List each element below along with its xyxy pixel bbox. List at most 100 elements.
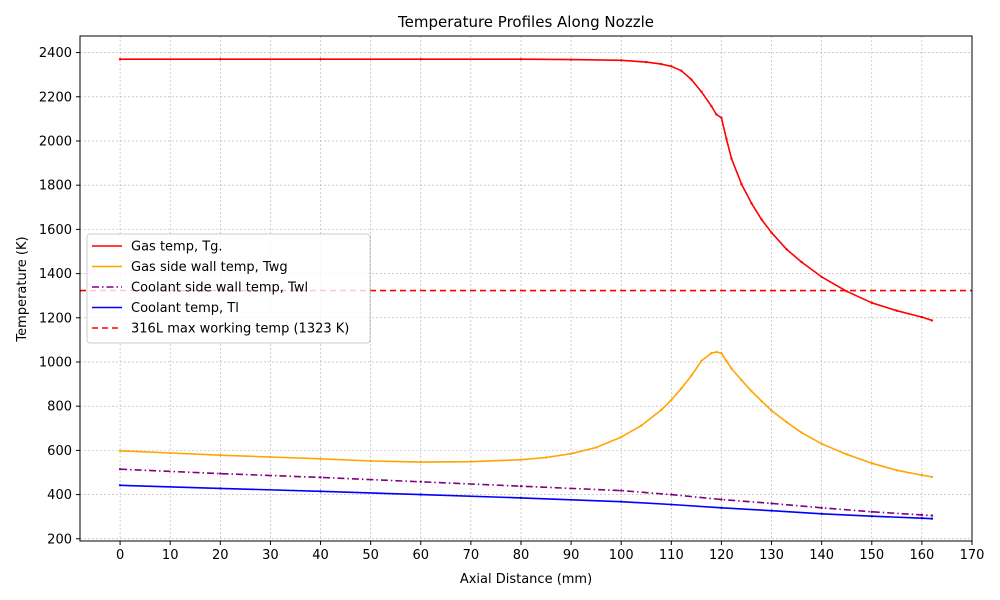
series-3-point <box>319 490 322 493</box>
series-0-point <box>710 104 713 108</box>
x-tick-label: 160 <box>909 548 934 563</box>
x-tick-label: 30 <box>262 548 279 563</box>
series-2-point <box>870 510 873 514</box>
series-0-point <box>680 69 683 72</box>
series-2-point <box>419 480 422 483</box>
series-1-point <box>419 460 422 464</box>
series-3-point <box>820 512 823 516</box>
y-tick-label: 2200 <box>39 90 72 105</box>
series-1-point <box>785 420 788 424</box>
series-1-point <box>820 442 823 445</box>
series-1-point <box>845 453 848 456</box>
series-1-point <box>720 351 723 355</box>
series-2-point <box>118 467 122 471</box>
series-1-point <box>680 387 683 390</box>
series-2-point <box>620 489 623 492</box>
series-1-point <box>800 431 803 434</box>
series-0-point <box>740 182 743 186</box>
series-0-point <box>319 58 322 61</box>
series-1-point <box>895 469 899 472</box>
series-2-point <box>319 476 322 479</box>
series-1-point <box>870 462 873 465</box>
series-0-point <box>715 113 718 116</box>
series-0-point <box>845 290 848 293</box>
series-line-0 <box>120 58 933 322</box>
series-1-point <box>670 398 673 402</box>
series-1-point <box>715 350 718 354</box>
series-2-point <box>930 514 934 517</box>
x-tick-label: 10 <box>162 548 179 563</box>
y-tick-label: 800 <box>47 400 72 415</box>
series-2-point <box>820 506 823 510</box>
legend-label-1: Gas side wall temp, Twg <box>131 260 288 275</box>
x-tick-label: 60 <box>412 548 429 563</box>
y-tick-label: 200 <box>47 532 72 547</box>
series-1-point <box>730 367 733 370</box>
series-0-point <box>730 157 733 160</box>
series-0-point <box>920 315 924 319</box>
legend: Gas temp, Tg. Gas side wall temp, Twg Cool… <box>86 233 371 344</box>
series-1-point <box>620 435 623 439</box>
series-0-point <box>725 137 728 140</box>
x-axis-title: Axial Distance (mm) <box>460 572 592 587</box>
series-3-point <box>419 493 422 496</box>
series-1-point <box>725 359 728 363</box>
series-0-point <box>820 275 823 279</box>
series-1-point <box>770 409 773 412</box>
series-1-point <box>740 378 743 382</box>
y-tick-label: 1800 <box>39 179 72 194</box>
series-2-point <box>219 472 222 475</box>
x-tick-label: 120 <box>709 548 734 563</box>
x-tick-label: 50 <box>362 548 379 563</box>
series-1-point <box>269 455 272 459</box>
series-1-point <box>594 446 598 449</box>
legend-label-0: Gas temp, Tg. <box>131 240 223 255</box>
series-0-point <box>569 58 573 61</box>
series-1-point <box>640 424 643 427</box>
x-tick-label: 70 <box>463 548 480 563</box>
series-0-point <box>690 78 693 81</box>
y-tick-label: 400 <box>47 488 72 503</box>
series-1-point <box>319 457 322 460</box>
x-tick-label: 40 <box>312 548 329 563</box>
series-0-point <box>785 248 788 251</box>
series-0-point <box>770 231 773 234</box>
series-0-point <box>519 58 523 61</box>
series-2-point <box>770 502 773 505</box>
series-1-point <box>469 460 473 463</box>
y-tick-label: 1000 <box>39 355 72 370</box>
plot-frame <box>79 35 973 542</box>
series-2-point <box>920 513 924 517</box>
y-axis-title: Temperature (K) <box>15 236 30 342</box>
y-tick-label: 2000 <box>39 134 72 149</box>
series-1-point <box>660 408 663 412</box>
y-tick-label: 1200 <box>39 311 72 326</box>
series-3-point <box>620 500 623 503</box>
x-tick-label: 0 <box>116 548 124 563</box>
series-0-point <box>750 202 753 205</box>
series-1-point <box>930 475 934 479</box>
series-3-point <box>118 484 122 487</box>
series-1-point <box>169 451 172 455</box>
y-tick-label: 600 <box>47 444 72 459</box>
series-0-point <box>870 301 873 304</box>
legend-label-3: Coolant temp, Tl <box>131 301 239 316</box>
series-0-point <box>720 116 723 119</box>
series-0-point <box>760 218 763 221</box>
series-0-point <box>895 309 899 312</box>
series-1-point <box>920 473 924 477</box>
series-0-point <box>670 65 673 68</box>
series-0-point <box>930 319 934 322</box>
x-tick-label: 170 <box>960 548 985 563</box>
axis-ticks: 0 10 20 30 40 50 60 70 80 90 100 110 120 130 140 150 160… <box>39 46 985 563</box>
series-1-point <box>369 459 372 463</box>
series-1-point <box>544 456 548 459</box>
series-3-point <box>870 515 873 518</box>
series-0-point <box>219 58 222 61</box>
series-3-point <box>920 517 924 520</box>
legend-box <box>86 233 371 344</box>
series-0-point <box>620 59 623 62</box>
series-line-2 <box>120 468 932 517</box>
series-2-point <box>519 484 523 488</box>
